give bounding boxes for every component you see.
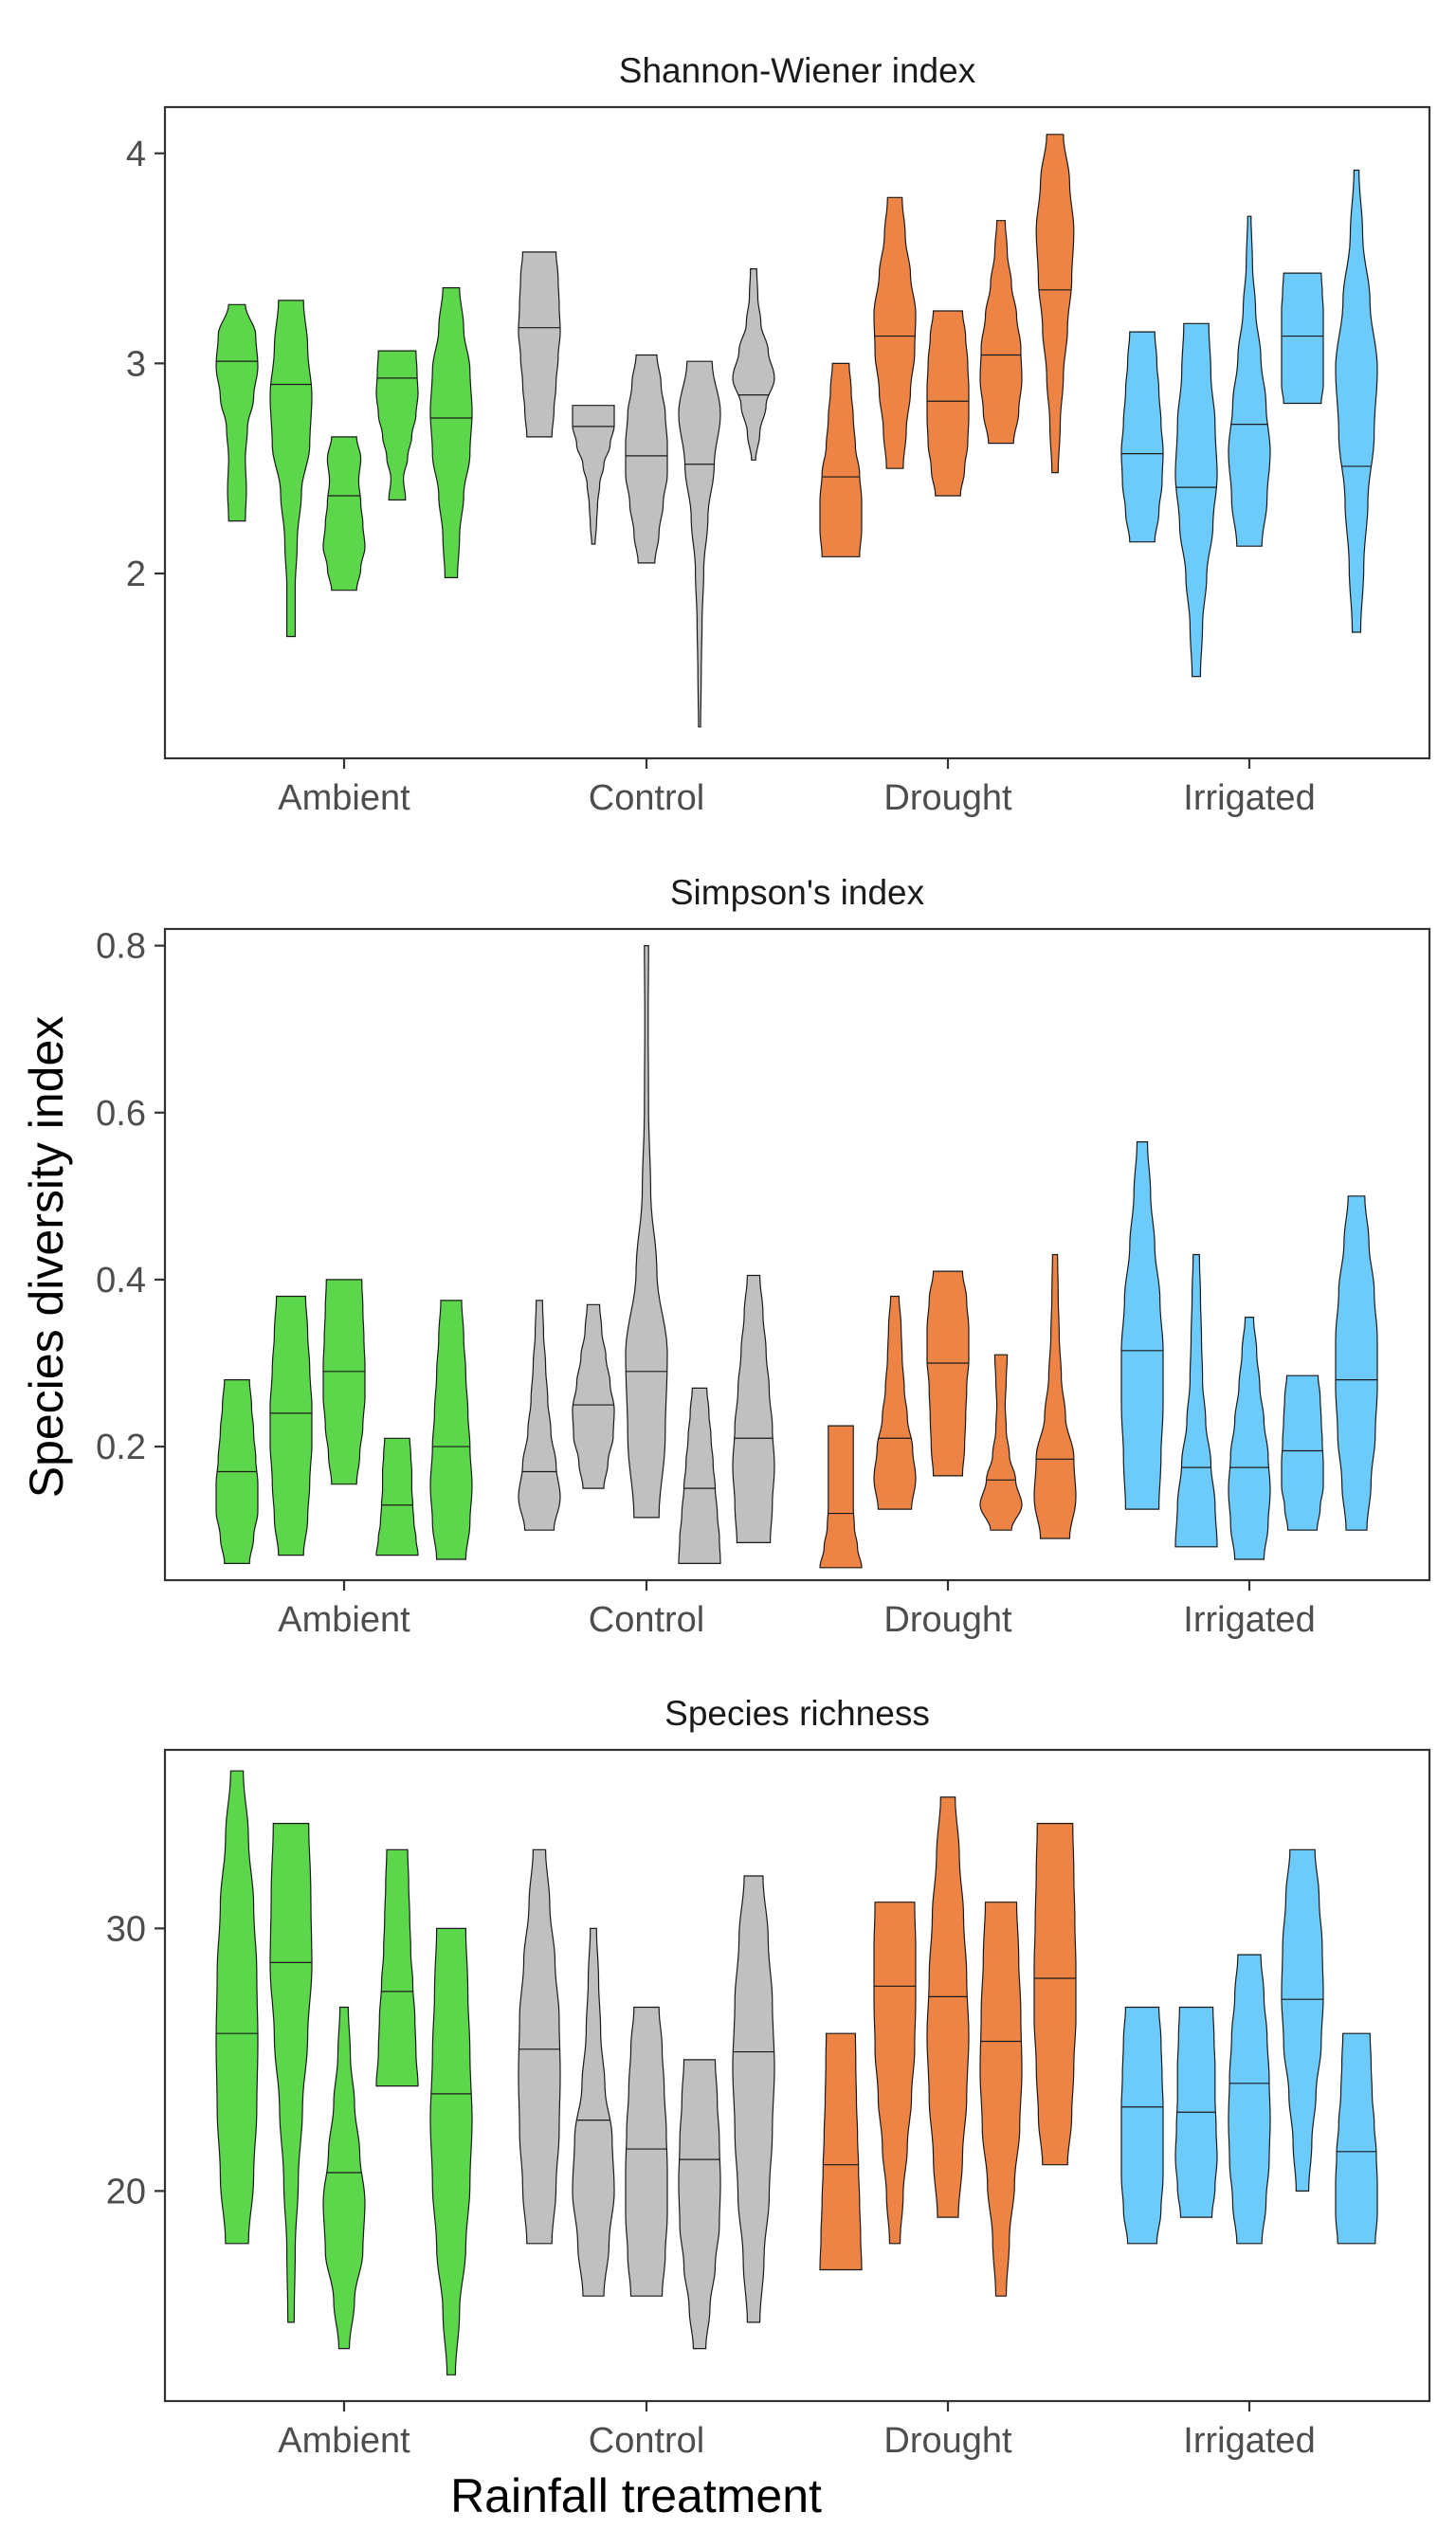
violin-ambient-2: [269, 1823, 313, 2323]
violin-irrigated-3: [1228, 1317, 1271, 1560]
violin-control-4: [678, 1387, 721, 1564]
violin-ambient-5: [429, 1927, 473, 2375]
y-tick-label: 3: [126, 344, 146, 384]
violin-ambient-1: [215, 1770, 259, 2245]
violin-control-3: [625, 945, 668, 1519]
violin-control-1: [518, 1300, 561, 1531]
violin-irrigated-2: [1174, 1253, 1218, 1548]
violin-irrigated-2: [1174, 322, 1218, 678]
violin-ambient-4: [375, 1848, 419, 2087]
x-tick-label: Control: [589, 2421, 705, 2461]
x-tick-label: Irrigated: [1183, 778, 1315, 818]
violin-ambient-3: [322, 1279, 366, 1485]
violin-control-2: [572, 1303, 615, 1489]
violin-control-2: [572, 405, 615, 545]
x-tick-label: Ambient: [278, 1600, 410, 1640]
violin-irrigated-5: [1335, 1195, 1378, 1531]
violin-control-3: [625, 2006, 668, 2297]
x-tick-label: Ambient: [278, 2421, 410, 2461]
violin-drought-4: [979, 1902, 1023, 2297]
violin-ambient-5: [429, 1300, 473, 1560]
chart-panels: Shannon-Wiener index 2 3 4 Ambient Control Dro…: [96, 51, 1431, 2461]
y-axis-title: Species diversity index: [20, 1016, 73, 1499]
violin-irrigated-4: [1281, 272, 1324, 405]
violin-drought-3: [926, 310, 970, 497]
violin-control-1: [518, 251, 561, 438]
panel-2: Simpson's index 0.2 0.4 0.6 0.8 Ambient Contro…: [96, 873, 1431, 1640]
violin-control-5: [732, 268, 775, 461]
y-tick-label: 2: [126, 555, 146, 594]
violin-irrigated-3: [1228, 1954, 1271, 2245]
panel-frame: [163, 1748, 1431, 2403]
violin-drought-4: [979, 1354, 1023, 1531]
violin-drought-5: [1035, 134, 1075, 474]
violin-ambient-3: [322, 436, 366, 592]
violin-irrigated-3: [1228, 215, 1271, 547]
violin-irrigated-1: [1120, 331, 1164, 543]
y-tick-label: 0.8: [96, 927, 146, 967]
violin-control-1: [518, 1848, 561, 2245]
violin-drought-1: [819, 2032, 863, 2271]
panel-title: Simpson's index: [670, 873, 925, 912]
violin-drought-2: [873, 196, 917, 469]
y-tick-label: 0.4: [96, 1261, 146, 1301]
violin-irrigated-5: [1335, 2032, 1378, 2245]
x-tick-label: Drought: [883, 2421, 1012, 2461]
violin-drought-1: [819, 1425, 863, 1569]
violin-drought-2: [873, 1902, 917, 2245]
violin-control-5: [732, 1274, 775, 1543]
violin-control-3: [625, 354, 668, 564]
violin-drought-2: [873, 1295, 917, 1510]
violin-irrigated-4: [1281, 1374, 1324, 1531]
violin-ambient-1: [215, 303, 259, 522]
violin-drought-3: [926, 1796, 970, 2218]
violin-drought-3: [926, 1270, 970, 1477]
x-axis-title: Rainfall treatment: [450, 2469, 822, 2522]
x-tick-label: Irrigated: [1183, 1600, 1315, 1640]
y-tick-label: 0.6: [96, 1094, 146, 1134]
violin-irrigated-1: [1120, 2006, 1164, 2245]
violin-control-4: [678, 2059, 721, 2350]
violin-irrigated-1: [1120, 1141, 1164, 1510]
x-tick-label: Irrigated: [1183, 2421, 1315, 2461]
violin-drought-5: [1033, 1253, 1077, 1539]
violin-irrigated-4: [1281, 1848, 1324, 2192]
violin-ambient-2: [269, 1295, 313, 1556]
panel-title: Species richness: [664, 1694, 930, 1733]
x-tick-label: Control: [589, 1600, 705, 1640]
violin-drought-4: [979, 220, 1023, 445]
violin-ambient-5: [429, 287, 473, 578]
y-tick-label: 0.2: [96, 1428, 146, 1467]
x-tick-label: Drought: [883, 778, 1012, 818]
panel-frame: [163, 105, 1431, 760]
panel-3: Species richness 20 30 Ambient Control Drough…: [106, 1694, 1431, 2461]
violin-ambient-3: [322, 2006, 366, 2350]
x-tick-label: Control: [589, 778, 705, 818]
x-tick-label: Ambient: [278, 778, 410, 818]
violin-drought-1: [819, 362, 863, 557]
y-tick-label: 20: [106, 2172, 146, 2211]
panel-1: Shannon-Wiener index 2 3 4 Ambient Control Dro…: [126, 51, 1431, 818]
violin-ambient-4: [375, 350, 419, 500]
violin-drought-5: [1033, 1823, 1077, 2166]
x-tick-label: Drought: [883, 1600, 1012, 1640]
violin-ambient-2: [269, 300, 313, 638]
violin-irrigated-5: [1335, 169, 1378, 633]
violin-control-5: [732, 1875, 775, 2323]
panel-title: Shannon-Wiener index: [619, 51, 976, 90]
y-tick-label: 4: [126, 135, 146, 174]
violin-control-4: [678, 360, 721, 728]
violin-ambient-4: [375, 1437, 419, 1556]
panel-frame: [163, 927, 1431, 1582]
violin-control-2: [572, 1927, 615, 2297]
y-tick-label: 30: [106, 1909, 146, 1949]
